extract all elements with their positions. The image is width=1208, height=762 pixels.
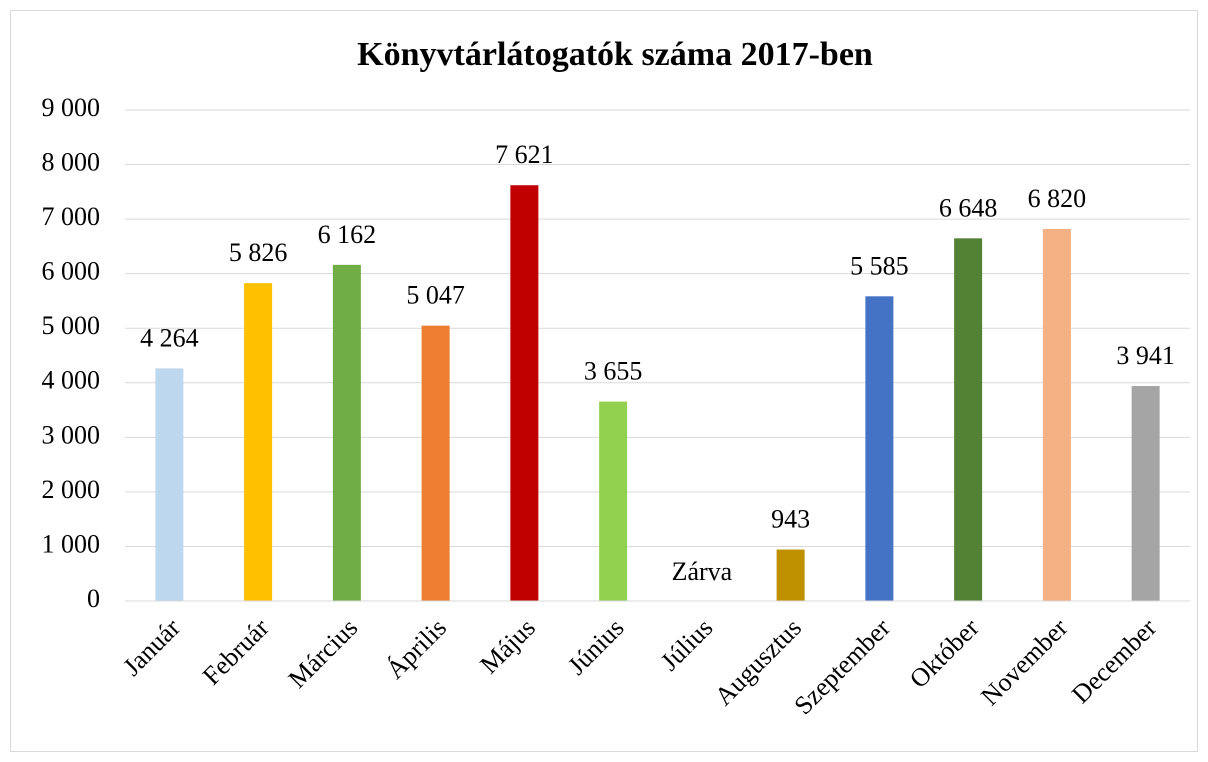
y-tick-label: 2 000 xyxy=(42,475,101,504)
y-tick-label: 1 000 xyxy=(42,529,101,558)
data-label: 3 655 xyxy=(584,357,643,386)
bar xyxy=(599,401,628,601)
bar xyxy=(155,368,184,601)
bar xyxy=(510,185,539,601)
annotation: Zárva xyxy=(672,557,733,586)
y-tick-label: 0 xyxy=(87,584,100,613)
chart-title: Könyvtárlátogatók száma 2017-ben xyxy=(357,36,873,73)
y-tick-label: 9 000 xyxy=(42,93,101,122)
y-tick-label: 3 000 xyxy=(42,420,101,449)
bar xyxy=(421,325,450,601)
data-label: 6 648 xyxy=(939,193,998,222)
bar xyxy=(954,238,983,601)
bar xyxy=(1131,385,1160,601)
bar xyxy=(865,296,894,601)
bar xyxy=(776,549,805,601)
y-tick-label: 7 000 xyxy=(42,202,101,231)
bar xyxy=(1042,228,1071,602)
bar xyxy=(244,283,273,601)
data-label: 5 585 xyxy=(850,251,909,280)
y-tick-label: 8 000 xyxy=(42,148,101,177)
data-label: 6 820 xyxy=(1028,184,1087,213)
data-label: 943 xyxy=(771,505,810,534)
chart-border xyxy=(10,10,1198,752)
data-label: 5 047 xyxy=(406,281,465,310)
data-label: 4 264 xyxy=(140,323,199,352)
data-label: 3 941 xyxy=(1116,341,1175,370)
data-label: 5 826 xyxy=(229,238,288,267)
data-label: 7 621 xyxy=(495,140,554,169)
y-tick-label: 4 000 xyxy=(42,366,101,395)
y-tick-label: 6 000 xyxy=(42,257,101,286)
bar xyxy=(332,264,361,601)
data-label: 6 162 xyxy=(318,220,377,249)
y-tick-label: 5 000 xyxy=(42,311,101,340)
